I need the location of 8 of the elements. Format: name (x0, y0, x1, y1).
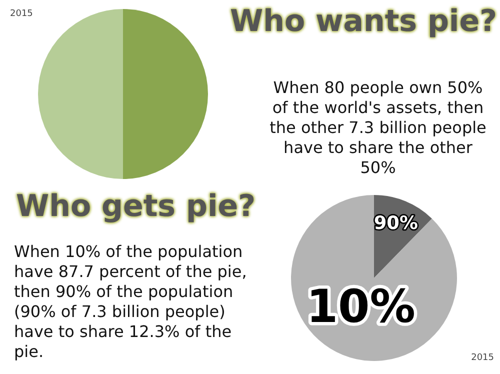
chart-title: Who gets pie? (16, 189, 256, 224)
text: When 80 people own 50% of the world's assets, then the other 7.3 billion people have to share the other 50% (268, 78, 488, 178)
slice-label: 10% (306, 280, 416, 334)
text: 2015 (10, 9, 33, 20)
slice-label: 90% (374, 212, 418, 234)
text: 2015 (471, 353, 494, 364)
text: When 10% of the population have 87.7 percent of the pie, then 90% of the population (90% of 7.3 billion people) have to share 12.3% of the pie. (14, 242, 248, 362)
text: Who wants pie? (230, 4, 497, 39)
